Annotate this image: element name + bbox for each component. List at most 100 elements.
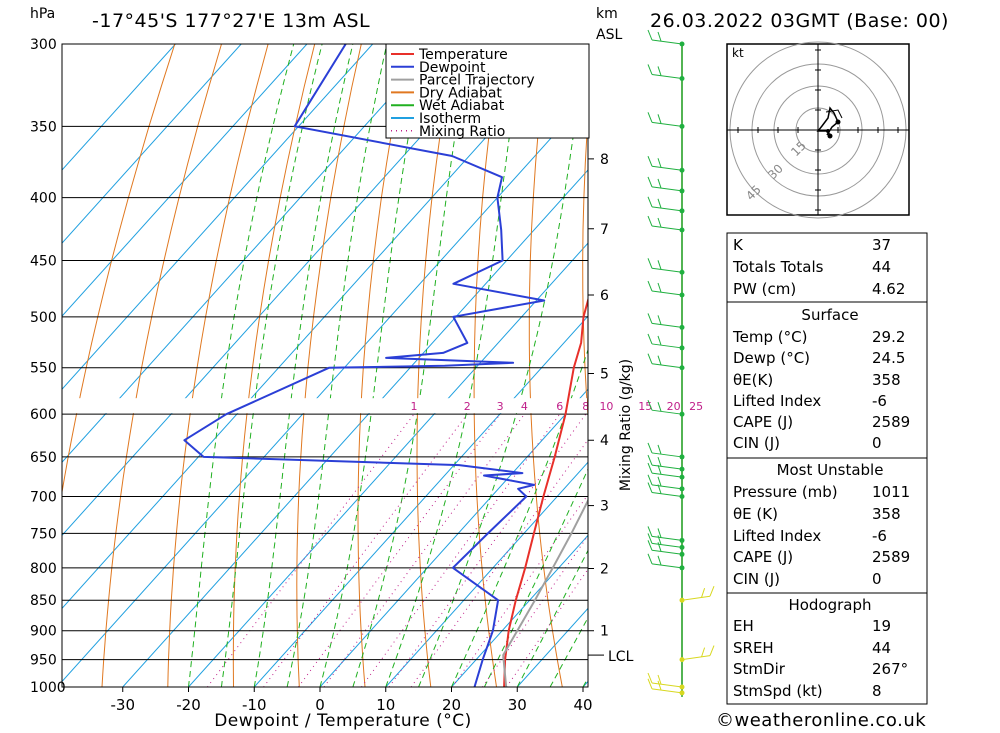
mixing-ratio-label: 8	[582, 400, 589, 413]
mu-row: Pressure (mb) 1011	[733, 483, 923, 505]
wind-barb-feather	[647, 215, 653, 227]
mu-row: CAPE (J) 2589	[733, 548, 923, 570]
wind-barb-feather	[657, 555, 662, 565]
wind-barb-shaft	[651, 267, 683, 273]
index-value: 4.62	[872, 280, 906, 298]
wind-barb-shaft	[651, 464, 683, 470]
wet-adiabat-line	[253, 44, 354, 687]
index-row: PW (cm) 4.62	[733, 280, 923, 302]
pressure-tick-label: 1000	[30, 680, 66, 696]
index-value: 44	[872, 258, 892, 276]
legend-label: Isotherm	[419, 111, 481, 127]
temperature-tick-label: 20	[442, 696, 461, 714]
hodograph-unit-label: kt	[732, 46, 744, 60]
surface-label: CAPE (J)	[733, 413, 794, 432]
wind-barb-shaft	[651, 322, 683, 328]
hodograph-trace	[816, 106, 843, 139]
wind-barb-feather	[647, 313, 653, 324]
mixing-ratio-line	[263, 413, 468, 687]
wind-barb-feather	[657, 31, 662, 42]
wind-barb-shaft	[651, 492, 683, 498]
km-tick-label: 4	[600, 433, 609, 449]
wind-barb-shaft	[651, 290, 683, 296]
wind-barb-shaft	[651, 682, 683, 688]
wind-barb-feather	[657, 282, 662, 293]
legend-label: Temperature	[418, 47, 508, 63]
isotherm-line	[62, 44, 505, 537]
surface-row: Lifted Index -6	[733, 392, 923, 413]
wind-barb-feather	[647, 462, 653, 474]
wind-barb-shaft	[651, 73, 683, 79]
index-row: K 37	[733, 236, 923, 258]
hodo-row: SREH 44	[733, 639, 923, 661]
mixing-ratio-axis-title: Mixing Ratio (g/kg)	[618, 359, 634, 491]
most-unstable-title: Most Unstable	[776, 461, 884, 479]
hodo-label: StmSpd (kt)	[733, 681, 823, 700]
legend-label: Dewpoint	[419, 60, 486, 76]
isotherm-line	[62, 44, 176, 171]
mixing-ratio-label-band	[63, 398, 587, 414]
mu-value: 2589	[872, 548, 911, 567]
mixing-ratio-label: 6	[556, 400, 563, 413]
wind-barb-feather	[657, 674, 662, 685]
hpa-label: hPa	[30, 6, 56, 22]
location-title: -17°45'S 177°27'E 13m ASL	[92, 10, 371, 32]
wind-barb-feather	[657, 355, 662, 365]
surface-label: Dewp (°C)	[733, 349, 811, 368]
isotherm-line	[385, 461, 588, 687]
mixing-ratio-label: 20	[667, 400, 681, 413]
surface-row: CIN (J) 0	[733, 434, 923, 455]
wind-barb-feather	[657, 178, 662, 189]
mixing-ratio-label: 3	[497, 400, 504, 413]
wind-barb-feather	[657, 456, 662, 467]
dry-adiabat-line	[967, 44, 1000, 687]
temperature-tick-label: 40	[573, 696, 592, 714]
parcel-trajectory-line	[502, 498, 588, 687]
pressure-tick-label: 900	[30, 624, 57, 640]
wind-barb-shaft	[651, 225, 683, 231]
isotherm-line	[62, 44, 308, 317]
surface-value: 29.2	[872, 328, 906, 346]
temperature-tick-label: -30	[111, 696, 136, 714]
isotherm-line	[188, 242, 588, 687]
wind-barb-shaft	[651, 542, 683, 548]
wind-barb-feather	[647, 280, 653, 292]
mixing-ratio-line	[361, 413, 561, 687]
wind-barb-feather	[657, 114, 662, 124]
mixing-ratio-label: 10	[599, 400, 613, 413]
wind-barb-feather	[701, 588, 706, 598]
dewpoint-line	[183, 44, 546, 687]
footer-credit[interactable]: ©weatheronline.co.uk	[716, 710, 927, 731]
pressure-tick-label: 850	[30, 593, 57, 609]
km-tick-label: 5	[600, 367, 609, 383]
mu-value: 358	[872, 504, 901, 523]
pressure-tick-label: 500	[30, 310, 57, 326]
wind-barb-feather	[709, 645, 715, 656]
temperature-tick-label: -20	[176, 696, 201, 714]
surface-label: Temp (°C)	[733, 328, 808, 346]
wind-barb-feather	[657, 315, 662, 325]
surface-row: CAPE (J) 2589	[733, 413, 923, 434]
hodo-row: StmSpd (kt) 8	[733, 682, 923, 704]
wind-barb-feather	[647, 454, 653, 466]
wind-barb-feather	[657, 158, 662, 168]
mu-label: CAPE (J)	[733, 548, 794, 567]
isotherm-line	[62, 96, 588, 683]
hodo-value: 19	[872, 617, 892, 635]
wind-barb-shaft	[651, 535, 683, 541]
wind-barb-feather	[657, 402, 662, 412]
temperature-tick-label: 30	[508, 696, 527, 714]
wind-barb-feather	[657, 66, 662, 76]
index-label: K	[733, 236, 743, 254]
km-tick-label: 7	[600, 222, 609, 238]
wind-barb-feather	[657, 528, 662, 538]
mu-label: θE (K)	[733, 504, 778, 523]
hodo-value: 8	[872, 681, 882, 700]
wind-barb-shaft	[651, 39, 683, 45]
km-tick-label: 3	[600, 499, 609, 515]
wind-barb-feather	[647, 400, 653, 411]
wind-barb-feather	[647, 353, 653, 364]
isotherm-line	[451, 534, 588, 687]
dry-adiabat-line	[921, 44, 1000, 687]
